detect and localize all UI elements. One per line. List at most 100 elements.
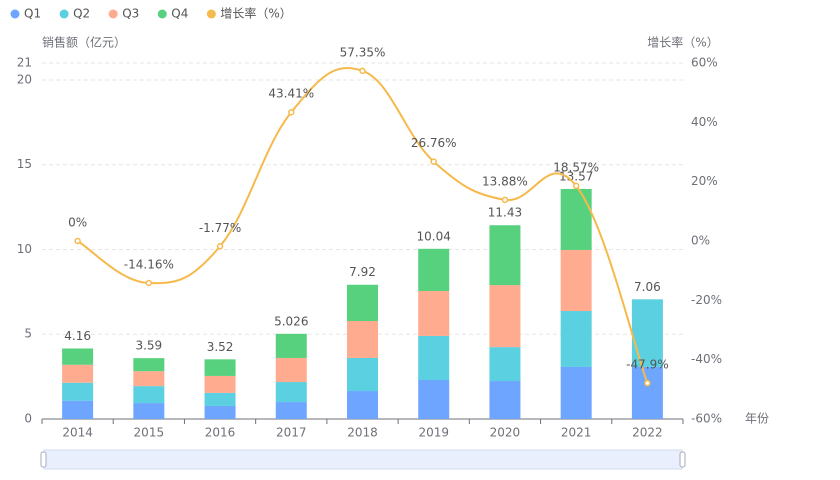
bar-segment <box>133 371 165 387</box>
x-tick-label: 2018 <box>347 426 378 440</box>
total-label: 13.57 <box>559 169 593 183</box>
bar-segment <box>347 321 378 358</box>
legend-item[interactable]: Q3 <box>108 7 140 21</box>
growth-point <box>572 182 580 190</box>
slider-handle[interactable] <box>679 451 686 468</box>
y2-tick-label: 0% <box>691 234 710 248</box>
growth-point <box>74 237 81 245</box>
growth-label: -47.9% <box>626 358 668 372</box>
bar-segment <box>133 358 165 372</box>
bar-segment <box>62 364 94 383</box>
x-tick-label: 2021 <box>561 426 592 440</box>
y2-tick-label: 60% <box>691 56 718 70</box>
bar-segment <box>347 284 378 322</box>
total-label: 7.92 <box>349 265 376 279</box>
growth-point <box>430 158 437 165</box>
y2-tick-label: -60% <box>691 412 722 426</box>
growth-label: 13.88% <box>482 174 528 188</box>
growth-point <box>501 196 509 204</box>
y-tick-label: 0 <box>24 412 32 426</box>
x-tick-label: 2017 <box>276 426 307 440</box>
growth-label: -14.16% <box>124 258 174 272</box>
bar-segment <box>62 400 94 419</box>
growth-label: 57.35% <box>340 45 386 59</box>
legend-swatch <box>206 9 216 19</box>
bar-segment <box>418 380 450 419</box>
y-tick-label: 21 <box>17 56 32 70</box>
slider-handle[interactable] <box>40 451 47 468</box>
growth-label: 43.41% <box>268 87 314 101</box>
bar-segment <box>133 403 165 419</box>
growth-label: 18.57% <box>553 160 599 174</box>
y2-tick-label: 40% <box>691 115 718 129</box>
bar-segment <box>275 382 307 403</box>
x-tick-label: 2019 <box>418 426 449 440</box>
total-label: 3.59 <box>135 339 162 353</box>
total-label: 10.04 <box>417 229 451 243</box>
legend-item[interactable]: Q4 <box>157 7 189 21</box>
legend-label: Q3 <box>122 7 139 21</box>
bar-segment <box>133 386 165 404</box>
bar-segment <box>631 366 663 419</box>
bar-segment <box>560 311 592 367</box>
bar-segment <box>204 405 236 419</box>
bar-segment <box>204 375 236 393</box>
bar-segment <box>62 382 94 401</box>
growth-point <box>288 108 295 116</box>
legend-label: 增长率（%） <box>220 6 291 21</box>
y2-tick-label: -20% <box>691 293 722 307</box>
bar-segment <box>418 248 450 292</box>
bar-segment <box>631 299 663 367</box>
bar-segment <box>62 348 94 365</box>
bar-segment <box>347 391 378 419</box>
legend-item[interactable]: 增长率（%） <box>206 6 292 21</box>
y-tick-label: 10 <box>17 242 32 256</box>
y-tick-label: 5 <box>24 327 32 341</box>
bar-segment <box>418 335 450 381</box>
growth-point <box>216 243 224 250</box>
bar-segment <box>275 357 307 383</box>
total-label: 4.16 <box>64 329 91 343</box>
legend-label: Q1 <box>24 7 41 21</box>
legend-item[interactable]: Q1 <box>10 7 42 21</box>
y2-axis-title: 增长率（%） <box>647 35 718 50</box>
bar-segment <box>275 333 307 358</box>
legend-label: Q2 <box>73 7 90 21</box>
x-tick-label: 2016 <box>205 426 236 440</box>
x-axis-title: 年份 <box>745 412 769 426</box>
x-tick-label: 2014 <box>62 426 93 440</box>
bar-segment <box>489 225 521 286</box>
x-tick-label: 2022 <box>632 426 663 440</box>
bar-segment <box>204 359 236 376</box>
total-label: 5.026 <box>274 314 308 328</box>
x-tick-label: 2020 <box>490 426 521 440</box>
bar-segment <box>204 392 236 406</box>
bar-segment <box>418 291 450 336</box>
total-label: 7.06 <box>634 280 661 294</box>
bar-segment <box>489 347 521 382</box>
legend-swatch <box>108 9 118 19</box>
growth-point <box>644 379 651 387</box>
legend-item[interactable]: Q2 <box>59 7 91 21</box>
y-tick-label: 20 <box>17 72 32 86</box>
growth-label: -1.77% <box>199 221 241 235</box>
growth-point <box>145 279 153 287</box>
data-zoom-slider[interactable] <box>40 449 686 470</box>
bar-segment <box>560 249 592 312</box>
total-label: 3.52 <box>207 340 234 354</box>
y2-tick-label: -40% <box>691 352 722 366</box>
growth-point <box>359 67 366 75</box>
bar-segment <box>347 357 378 392</box>
legend-swatch <box>10 9 20 19</box>
bar-segment <box>489 285 521 348</box>
legend-label: Q4 <box>171 7 188 21</box>
legend-swatch <box>59 9 69 19</box>
x-tick-label: 2015 <box>134 426 165 440</box>
bar-segment <box>489 381 521 419</box>
slider-track[interactable] <box>43 449 683 470</box>
y-axis-title: 销售额（亿元） <box>42 35 126 50</box>
total-label: 11.43 <box>488 206 522 220</box>
y2-tick-label: 20% <box>691 174 718 188</box>
bar-segment <box>560 188 592 250</box>
bar-segment <box>275 402 307 419</box>
